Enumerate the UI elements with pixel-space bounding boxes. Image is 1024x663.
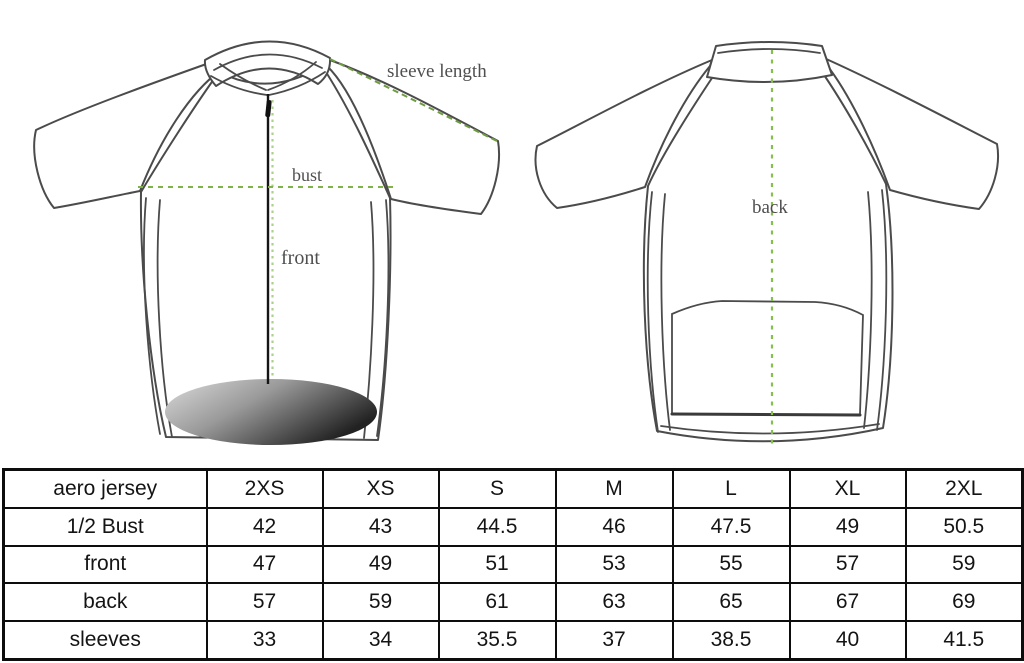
- back-pocket-bottom-line: [670, 412, 862, 417]
- back-jersey-drawing: back: [534, 41, 999, 446]
- measurement-cell: 59: [904, 544, 1024, 585]
- measurement-cell: 49: [788, 506, 907, 547]
- back-body: [642, 71, 894, 443]
- size-header-m: M: [554, 468, 674, 509]
- back-hem-band-line: [660, 423, 880, 435]
- measurement-cell: 57: [205, 582, 324, 623]
- measurement-cell: 42: [205, 506, 324, 547]
- back-right-side-seam-inner: [863, 191, 873, 429]
- measurement-cell: 57: [788, 544, 907, 585]
- table-row-half-bust: 1/2 Bust 42 43 44.5 46 47.5 49 50.5: [2, 506, 1024, 547]
- back-pocket-outline: [671, 300, 864, 415]
- front-hem-shading: [165, 379, 377, 445]
- row-label: back: [2, 582, 208, 623]
- size-header-2xl: 2XL: [904, 468, 1024, 509]
- front-label: front: [281, 247, 320, 269]
- measurement-cell: 67: [788, 582, 907, 623]
- measurement-cell: 65: [671, 582, 791, 623]
- back-label: back: [752, 197, 788, 218]
- front-right-side-seam: [376, 199, 390, 437]
- measurement-cell: 40: [788, 620, 907, 661]
- size-header-s: S: [437, 468, 557, 509]
- table-row-back: back 57 59 61 63 65 67 69: [2, 582, 1024, 623]
- back-left-side-seam-inner: [660, 193, 671, 431]
- zipper-pull: [265, 100, 272, 118]
- bust-label: bust: [292, 165, 322, 185]
- table-row-sleeves: sleeves 33 34 35.5 37 38.5 40 41.5: [2, 620, 1024, 661]
- row-label: 1/2 Bust: [2, 506, 208, 547]
- front-collar-left-fold-inner: [219, 63, 267, 91]
- size-header-xl: XL: [788, 468, 907, 509]
- measurement-cell: 55: [671, 544, 791, 585]
- table-row-front: front 47 49 51 53 55 57 59: [2, 544, 1024, 585]
- back-collar: [706, 41, 833, 83]
- row-label: sleeves: [2, 620, 208, 661]
- measurement-cell: 51: [437, 544, 557, 585]
- table-title-cell: aero jersey: [2, 468, 208, 509]
- front-collar-right-fold: [268, 71, 326, 96]
- measurement-cell: 34: [321, 620, 440, 661]
- measurement-cell: 63: [554, 582, 674, 623]
- measurement-cell: 46: [554, 506, 674, 547]
- measurement-cell: 69: [904, 582, 1024, 623]
- table-header-row: aero jersey 2XS XS S M L XL 2XL: [2, 468, 1024, 509]
- front-right-sleeve: [326, 59, 500, 215]
- measurement-cell: 38.5: [671, 620, 791, 661]
- back-right-sleeve: [823, 57, 999, 210]
- back-left-sleeve: [534, 59, 713, 209]
- back-left-side-seam: [646, 191, 659, 433]
- measurement-cell: 33: [205, 620, 324, 661]
- measurement-cell: 37: [554, 620, 674, 661]
- front-jersey-drawing: sleeve length bust front: [33, 40, 500, 445]
- measurement-cell: 59: [321, 582, 440, 623]
- jersey-diagram-svg: sleeve length bust front: [33, 40, 999, 446]
- size-header-2xs: 2XS: [205, 468, 324, 509]
- front-left-side-seam: [143, 197, 161, 435]
- size-table: aero jersey 2XS XS S M L XL 2XL 1/2 Bust…: [2, 468, 1024, 661]
- measurement-cell: 35.5: [437, 620, 557, 661]
- measurement-cell: 53: [554, 544, 674, 585]
- back-right-side-seam: [876, 189, 888, 431]
- measurement-cell: 61: [437, 582, 557, 623]
- jersey-diagram: sleeve length bust front: [33, 40, 999, 446]
- size-header-xs: XS: [321, 468, 440, 509]
- row-label: front: [2, 544, 208, 585]
- measurement-cell: 50.5: [904, 506, 1024, 547]
- measurement-cell: 47: [205, 544, 324, 585]
- front-left-sleeve: [33, 61, 222, 209]
- measurement-cell: 43: [321, 506, 440, 547]
- back-collar-top-line: [717, 48, 821, 54]
- front-collar-right-fold-inner: [267, 61, 317, 91]
- sleeve-length-label: sleeve length: [387, 61, 487, 82]
- size-header-l: L: [671, 468, 791, 509]
- front-collar-left-fold: [210, 75, 268, 96]
- sleeve-length-measure-line: [329, 58, 500, 143]
- front-collar-inner-line: [213, 53, 323, 71]
- measurement-cell: 44.5: [437, 506, 557, 547]
- measurement-cell: 49: [321, 544, 440, 585]
- measurement-cell: 47.5: [671, 506, 791, 547]
- measurement-cell: 41.5: [904, 620, 1024, 661]
